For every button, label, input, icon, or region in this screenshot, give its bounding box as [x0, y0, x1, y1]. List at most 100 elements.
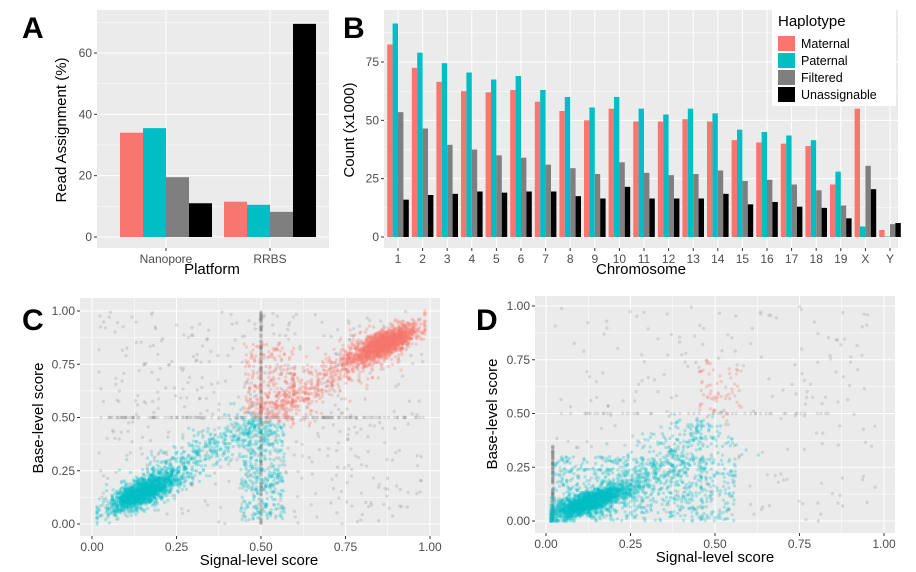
point-filtered [113, 330, 117, 334]
point-filtered [203, 499, 207, 503]
point-paternal [167, 465, 171, 470]
point-filtered [259, 513, 263, 518]
point-paternal [239, 468, 243, 472]
bar-filtered-rrbs [270, 211, 293, 237]
point-filtered [259, 404, 263, 408]
point-filtered [259, 339, 263, 344]
point-filtered [293, 332, 297, 336]
point-paternal [146, 469, 150, 474]
point-filtered [180, 507, 184, 511]
point-filtered [259, 455, 263, 460]
point-paternal [186, 471, 190, 475]
point-paternal [230, 452, 235, 457]
bar-paternal-nanopore [143, 128, 166, 237]
point-filtered [259, 497, 263, 501]
point-filtered [259, 326, 263, 330]
point-filtered [295, 495, 300, 499]
point-filtered [259, 359, 263, 363]
bar-maternal-5 [485, 92, 491, 237]
point-paternal [146, 497, 150, 501]
point-filtered [120, 348, 124, 352]
point-filtered [259, 417, 263, 421]
point-filtered [167, 363, 171, 367]
point-paternal [132, 479, 136, 483]
point-filtered [259, 487, 263, 492]
point-filtered [335, 328, 340, 332]
bar-unassignable-13 [698, 198, 704, 237]
point-filtered [180, 511, 185, 516]
point-filtered [101, 474, 106, 478]
point-filtered [260, 324, 264, 328]
point-paternal [172, 444, 176, 449]
point-paternal [150, 503, 155, 508]
point-filtered [259, 521, 263, 526]
point-filtered [417, 415, 422, 420]
point-filtered [259, 350, 263, 355]
point-paternal [107, 521, 112, 525]
point-paternal [134, 512, 138, 517]
point-maternal [403, 323, 408, 327]
panel-b-xtick-label: 19 [834, 252, 848, 266]
point-paternal [131, 510, 135, 514]
point-paternal [159, 448, 163, 453]
point-filtered [305, 363, 310, 367]
point-filtered [259, 327, 263, 332]
point-paternal [153, 491, 157, 496]
panel-b-ytick-label: 75 [366, 55, 380, 69]
point-filtered [259, 338, 263, 343]
point-filtered [259, 513, 263, 517]
point-filtered [419, 454, 423, 459]
point-filtered [353, 425, 357, 429]
point-paternal [150, 498, 154, 503]
point-filtered [247, 319, 251, 323]
point-filtered [407, 399, 412, 403]
point-paternal [148, 460, 153, 465]
point-filtered [296, 521, 300, 525]
bar-paternal-9 [589, 107, 595, 237]
point-paternal [152, 478, 156, 482]
point-filtered [363, 397, 367, 401]
point-filtered [272, 332, 276, 336]
point-filtered [259, 368, 263, 372]
point-paternal [162, 469, 166, 473]
point-filtered [259, 368, 263, 372]
point-paternal [254, 442, 258, 447]
point-paternal [141, 472, 145, 476]
point-filtered [259, 430, 263, 435]
point-filtered [220, 415, 225, 420]
point-paternal [255, 418, 259, 423]
point-filtered [135, 415, 140, 420]
point-filtered [259, 471, 263, 476]
point-filtered [259, 370, 263, 374]
point-filtered [259, 507, 263, 512]
point-filtered [259, 343, 263, 347]
point-paternal [211, 463, 216, 467]
point-paternal [239, 482, 243, 486]
point-filtered [255, 371, 260, 375]
point-maternal [372, 325, 376, 329]
panel-a-ylabel: Read Assignment (%) [53, 57, 70, 202]
point-paternal [241, 439, 245, 443]
point-paternal [99, 504, 103, 508]
point-filtered [259, 474, 263, 478]
point-paternal [194, 444, 199, 448]
point-filtered [291, 315, 296, 319]
point-paternal [105, 503, 109, 508]
point-filtered [365, 316, 369, 320]
point-paternal [128, 470, 133, 475]
point-filtered [142, 363, 146, 367]
point-filtered [242, 385, 247, 389]
point-paternal [259, 452, 263, 456]
point-filtered [259, 422, 263, 426]
point-filtered [259, 416, 263, 420]
point-filtered [259, 436, 263, 440]
point-paternal [147, 477, 152, 481]
point-paternal [156, 508, 160, 512]
point-filtered [259, 485, 263, 490]
point-filtered [194, 415, 198, 420]
bar-filtered-16 [767, 179, 773, 237]
point-filtered [259, 357, 263, 361]
point-paternal [248, 478, 252, 483]
point-paternal [262, 488, 267, 492]
